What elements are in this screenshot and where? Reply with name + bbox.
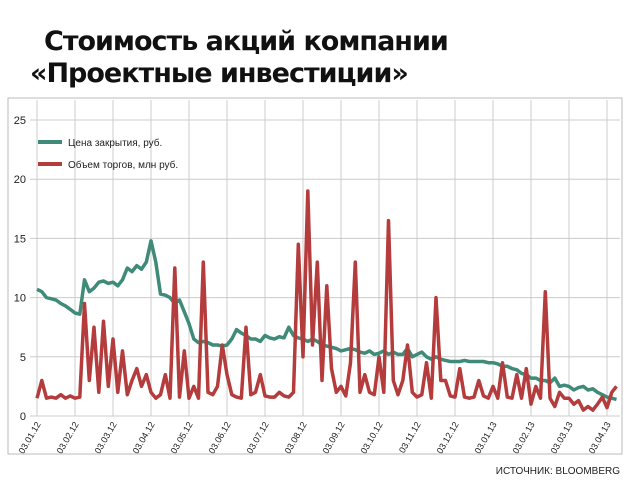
y-tick-label: 20 xyxy=(14,174,26,186)
x-tick-label: 03.10.12 xyxy=(359,420,385,455)
legend-label: Цена закрытия, руб. xyxy=(68,137,162,149)
y-tick-label: 5 xyxy=(20,352,26,364)
x-tick-label: 03.01.13 xyxy=(473,420,499,455)
x-tick-label: 03.03.12 xyxy=(93,420,119,455)
x-tick-label: 03.09.12 xyxy=(321,420,347,455)
x-tick-label: 03.06.12 xyxy=(207,420,233,455)
y-tick-label: 0 xyxy=(20,411,26,423)
x-tick-label: 03.01.12 xyxy=(17,420,43,455)
x-tick-label: 03.11.12 xyxy=(397,420,423,455)
x-tick-label: 03.07.12 xyxy=(245,420,271,455)
x-tick-label: 03.04.12 xyxy=(131,420,157,455)
chart-subtitle: «Проектные инвестиции» xyxy=(30,58,408,89)
x-tick-label: 03.12.12 xyxy=(435,420,461,455)
x-tick-label: 03.08.12 xyxy=(283,420,309,455)
y-tick-label: 10 xyxy=(14,293,26,305)
x-tick-label: 03.05.12 xyxy=(169,420,195,455)
x-tick-label: 03.02.12 xyxy=(55,420,81,455)
y-tick-label: 15 xyxy=(14,233,26,245)
line-series xyxy=(35,189,618,412)
source: ИСТОЧНИК: BLOOMBERG xyxy=(496,466,620,477)
y-tick-label: 25 xyxy=(14,115,26,127)
x-tick-label: 03.03.13 xyxy=(549,420,575,455)
x-tick-label: 03.04.13 xyxy=(587,420,613,455)
plot-frame xyxy=(7,97,623,455)
legend-label: Объем торгов, млн руб. xyxy=(68,159,178,171)
line-series xyxy=(36,239,617,402)
x-tick-label: 03.02.13 xyxy=(511,420,537,455)
chart-title: Стоимость акций компании xyxy=(44,26,448,57)
